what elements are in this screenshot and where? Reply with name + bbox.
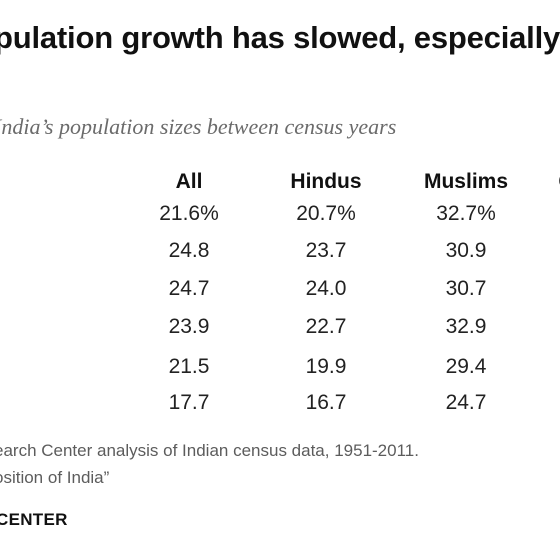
table-cell-r0-c0: 21.6% xyxy=(159,202,219,225)
table-cell-r5-c1: 16.7 xyxy=(305,391,347,414)
table-cell-r3-c0: 23.9 xyxy=(168,315,210,338)
table-cell-r2-c1: 24.0 xyxy=(305,277,347,300)
table-cell-r0-c1: 20.7% xyxy=(296,202,356,225)
pew-logo-text: CENTER xyxy=(0,510,68,529)
table-cell-r2-c2: 30.7 xyxy=(445,277,487,300)
chart-subtitle: India’s population sizes between census … xyxy=(0,114,397,139)
table-cell-r1-c1: 23.7 xyxy=(305,239,347,262)
table-cell-r3-c1: 22.7 xyxy=(305,315,347,338)
footnote: osition of India” xyxy=(0,468,110,487)
chart-title: pulation growth has slowed, especially xyxy=(0,20,560,55)
column-header-2: Muslims xyxy=(423,170,509,193)
table-cell-r0-c2: 32.7% xyxy=(436,202,496,225)
table-cell-r1-c2: 30.9 xyxy=(445,239,487,262)
table-cell-r5-c0: 17.7 xyxy=(168,391,210,414)
table-cell-r4-c0: 21.5 xyxy=(168,355,210,378)
source-note: earch Center analysis of Indian census d… xyxy=(0,441,419,460)
table-cell-r2-c0: 24.7 xyxy=(168,277,210,300)
column-header-3: C xyxy=(506,170,560,194)
table-cell-r5-c2: 24.7 xyxy=(445,391,487,414)
column-header-1: Hindus xyxy=(290,170,362,193)
table-cell-r4-c1: 19.9 xyxy=(305,355,347,378)
table-cell-r1-c0: 24.8 xyxy=(168,239,210,262)
column-header-0: All xyxy=(175,170,203,193)
table-cell-r4-c2: 29.4 xyxy=(445,355,487,378)
table-cell-r3-c2: 32.9 xyxy=(445,315,487,338)
